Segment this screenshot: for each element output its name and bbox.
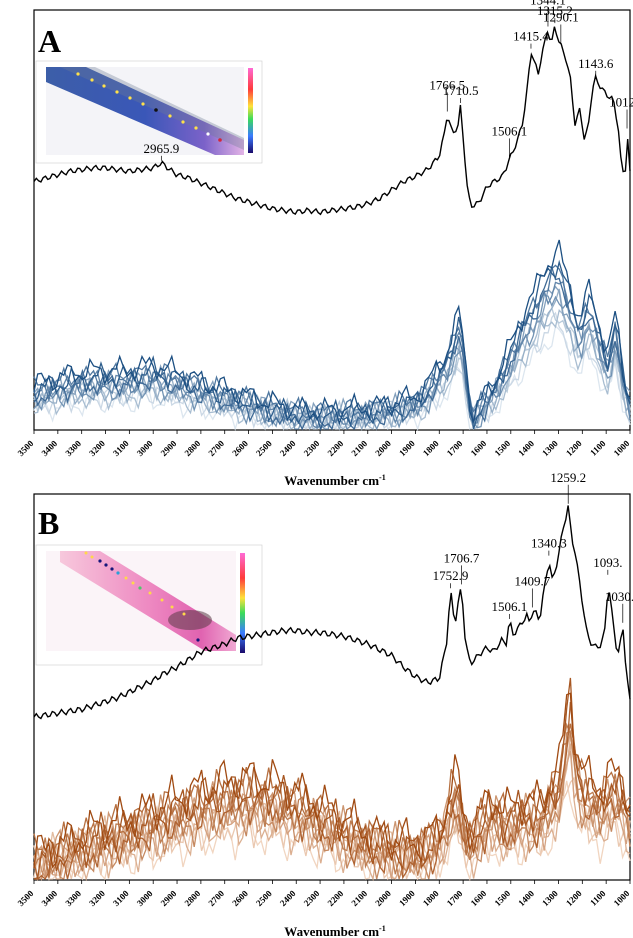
- x-tick-label: 2700: [206, 888, 226, 908]
- point-spectrum-line: [33, 722, 631, 876]
- x-tick-label: 2900: [159, 438, 179, 458]
- x-tick-label: 2200: [326, 438, 346, 458]
- peak-label: 1506.1: [491, 599, 527, 614]
- point-spectrum-line: [33, 692, 631, 869]
- x-tick-label: 1800: [421, 438, 441, 458]
- peak-label: 1290.1: [543, 10, 579, 25]
- x-tick-label: 2500: [254, 888, 274, 908]
- x-tick-label: 3400: [39, 888, 59, 908]
- point-spectrum-line: [33, 677, 631, 880]
- x-tick-label: 1600: [469, 888, 489, 908]
- peak-label: 1415.4: [513, 29, 549, 44]
- x-tick-label: 3400: [39, 438, 59, 458]
- panel-b-plot: 1752.9 1706.7 1506.1 1409.7 1340.3 1259.2 1093…: [33, 470, 633, 882]
- x-tick-label: 1100: [588, 888, 608, 908]
- x-tick-label: 1600: [469, 438, 489, 458]
- x-tick-label: 2000: [373, 438, 393, 458]
- peak-label: 1506.1: [491, 123, 527, 138]
- x-tick-label: 2900: [159, 888, 179, 908]
- x-tick-label: 2300: [302, 438, 322, 458]
- x-tick-label: 3100: [111, 438, 131, 458]
- x-tick-label: 2300: [302, 888, 322, 908]
- x-tick-label: 2100: [349, 888, 369, 908]
- x-tick-label: 1700: [445, 888, 465, 908]
- peak-label: 1706.7: [444, 550, 480, 565]
- point-spectrum-line: [33, 723, 631, 878]
- x-tick-label: 1700: [445, 438, 465, 458]
- x-tick-label: 3200: [87, 438, 107, 458]
- point-spectrum-line: [33, 239, 631, 426]
- average-spectrum-line: [33, 26, 631, 216]
- x-tick-label: 3100: [111, 888, 131, 908]
- x-tick-label: 1200: [564, 438, 584, 458]
- panel-a-x-axis: 3500 3400 3300 3200 3100 3000 2900 2800 2700 2600…: [16, 430, 632, 458]
- x-tick-label: 2100: [349, 438, 369, 458]
- x-tick-label: 2600: [230, 438, 250, 458]
- panel-b-x-axis-label: Wavenumber cm-1: [284, 924, 385, 938]
- x-tick-label: 1300: [540, 438, 560, 458]
- point-spectrum-line: [34, 730, 631, 880]
- x-tick-label: 3000: [135, 888, 155, 908]
- peak-label: 1315.2: [537, 3, 573, 18]
- peak-label: 1012.5: [609, 95, 633, 110]
- peak-label: 1344.1: [530, 0, 566, 8]
- x-tick-label: 1100: [588, 438, 608, 458]
- x-tick-label: 3500: [16, 438, 36, 458]
- x-tick-label: 1200: [564, 888, 584, 908]
- x-tick-label: 2400: [278, 438, 298, 458]
- peak-label: 2965.9: [143, 141, 179, 156]
- x-tick-label: 3300: [63, 438, 83, 458]
- x-tick-label: 2600: [230, 888, 250, 908]
- peak-label: 1409.7: [514, 573, 550, 588]
- point-spectrum-line: [33, 264, 631, 431]
- x-tick-label: 1900: [397, 438, 417, 458]
- peak-label: 1752.9: [433, 568, 469, 583]
- panel-a-x-axis-label: Wavenumber cm-1: [284, 473, 385, 488]
- x-tick-label: 2700: [206, 438, 226, 458]
- x-tick-label: 2500: [254, 438, 274, 458]
- point-spectrum-line: [33, 259, 631, 432]
- peak-label: 1030.2: [605, 589, 633, 604]
- x-tick-label: 1800: [421, 888, 441, 908]
- x-tick-label: 1400: [516, 888, 536, 908]
- average-spectrum-line: [33, 505, 631, 720]
- x-tick-label: 3000: [135, 438, 155, 458]
- panel-a-inset-image: [35, 60, 263, 164]
- panel-a-label: A: [38, 23, 61, 59]
- peak-label: 1340.3: [531, 536, 567, 551]
- x-tick-label: 1500: [492, 438, 512, 458]
- point-spectrum-line: [34, 743, 631, 882]
- panel-b-inset-image: [35, 544, 263, 666]
- peak-label: 1259.2: [550, 470, 586, 485]
- x-tick-label: 2800: [182, 438, 202, 458]
- x-tick-label: 1300: [540, 888, 560, 908]
- x-tick-label: 2200: [326, 888, 346, 908]
- peak-label: 1766.5: [429, 78, 465, 93]
- panel-b-x-axis: 3500 3400 3300 3200 3100 3000 2900 2800 2700 2600…: [16, 880, 632, 908]
- x-tick-label: 2000: [373, 888, 393, 908]
- x-tick-label: 3200: [87, 888, 107, 908]
- x-tick-label: 1900: [397, 888, 417, 908]
- x-tick-label: 1000: [612, 888, 632, 908]
- panel-b-label: B: [38, 505, 59, 541]
- peak-label: 1710.5: [443, 83, 479, 98]
- x-tick-label: 2800: [182, 888, 202, 908]
- x-tick-label: 1400: [516, 438, 536, 458]
- peak-label: 1093.: [593, 555, 622, 570]
- x-tick-label: 2400: [278, 888, 298, 908]
- x-tick-label: 1500: [492, 888, 512, 908]
- x-tick-label: 1000: [612, 438, 632, 458]
- x-tick-label: 3500: [16, 888, 36, 908]
- peak-label: 1143.6: [578, 56, 614, 71]
- x-tick-label: 3300: [63, 888, 83, 908]
